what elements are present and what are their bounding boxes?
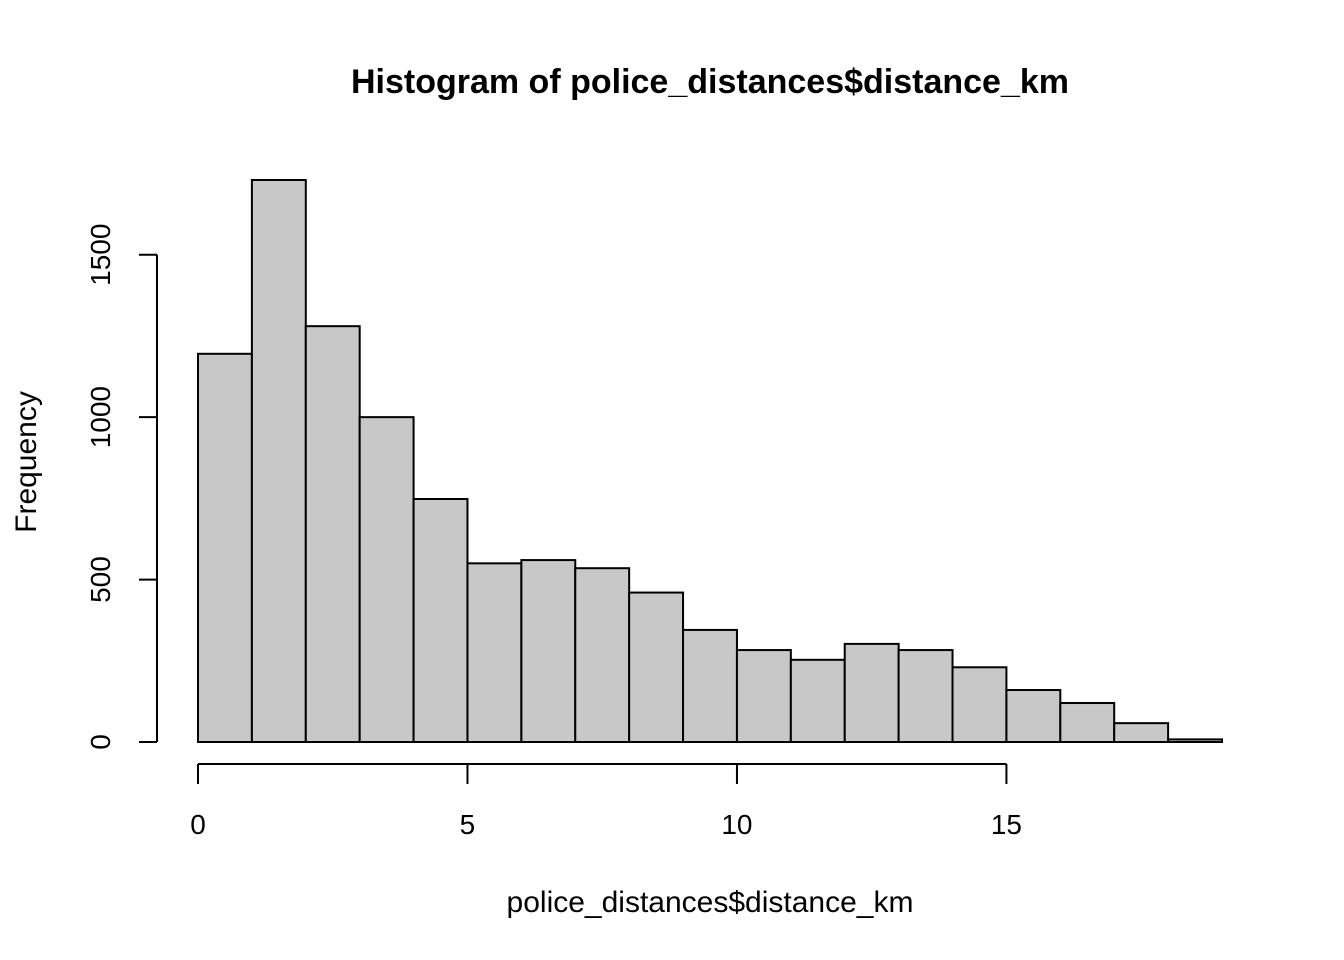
histogram-bar bbox=[250, 179, 307, 743]
histogram-bar bbox=[1005, 689, 1062, 744]
histogram-bar bbox=[789, 658, 846, 744]
x-tick-label: 10 bbox=[721, 809, 752, 840]
y-axis: 0 500 1000 1500 bbox=[85, 224, 158, 750]
x-axis-label: police_distances$distance_km bbox=[507, 886, 914, 919]
bars-group bbox=[197, 179, 1223, 744]
histogram-bar bbox=[897, 649, 954, 744]
histogram-bar bbox=[682, 628, 738, 744]
histogram-bar bbox=[304, 325, 361, 743]
histogram-bar bbox=[412, 498, 469, 743]
x-axis: 0 5 10 15 bbox=[190, 763, 1022, 840]
chart-title: Histogram of police_distances$distance_k… bbox=[351, 63, 1069, 101]
histogram-bar bbox=[843, 642, 900, 743]
y-tick-label: 0 bbox=[85, 734, 116, 750]
histogram-bar bbox=[1059, 702, 1116, 743]
histogram-bar bbox=[735, 649, 792, 744]
x-tick-label: 0 bbox=[190, 809, 206, 840]
histogram-bar bbox=[466, 562, 523, 743]
x-tick-label: 5 bbox=[460, 809, 476, 840]
histogram-bar bbox=[1167, 738, 1223, 744]
histogram-bar bbox=[197, 352, 253, 743]
histogram-bar bbox=[628, 591, 685, 743]
y-axis-label: Frequency bbox=[10, 391, 43, 533]
x-tick-label: 15 bbox=[991, 809, 1022, 840]
histogram-bar bbox=[358, 416, 415, 743]
y-tick-label: 1500 bbox=[85, 224, 116, 286]
y-tick-label: 1000 bbox=[85, 386, 116, 448]
histogram-bar bbox=[951, 666, 1008, 744]
histogram-bar bbox=[1113, 722, 1170, 744]
histogram-bar bbox=[574, 567, 631, 744]
histogram-bar bbox=[520, 559, 577, 744]
y-tick-label: 500 bbox=[85, 556, 116, 603]
